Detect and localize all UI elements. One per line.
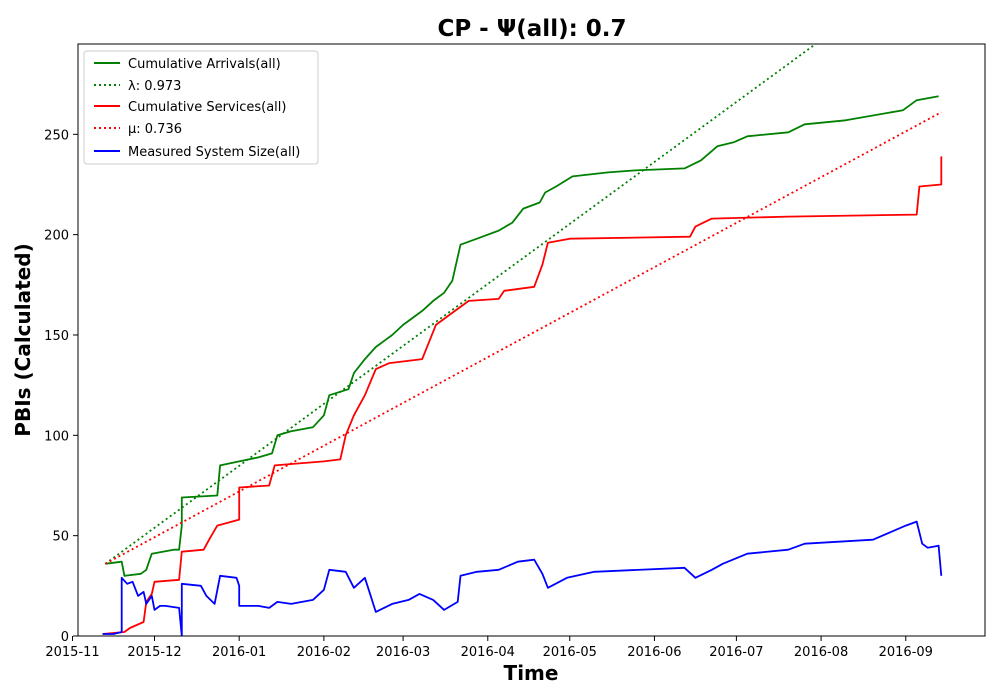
plot-series-group [102,44,943,636]
y-tick-label: 150 [44,329,69,344]
x-axis-label: Time [504,661,559,685]
legend-label-system-size: Measured System Size(all) [128,145,300,160]
x-tick-label: 2016-08 [794,645,848,660]
x-tick-label: 2016-04 [461,645,515,660]
x-tick-label: 2016-03 [376,645,430,660]
y-axis-label: PBIs (Calculated) [11,243,35,436]
y-tick-label: 100 [44,429,69,444]
x-tick-label: 2016-05 [543,645,597,660]
series-line-measured-system-size-all [102,520,943,636]
legend: Cumulative Arrivals(all) λ: 0.973 Cumula… [83,50,319,165]
legend-label-lambda: λ: 0.973 [128,79,181,94]
y-tick-label: 250 [44,128,69,143]
x-tick-label: 2016-09 [879,645,933,660]
y-tick-label: 50 [52,530,69,545]
x-axis: 2015-11 2015-12 2016-01 2016-02 2016-03 2016-… [45,636,933,660]
y-axis: 0 50 100 150 200 250 [44,128,78,645]
x-tick-label: 2016-07 [709,645,763,660]
series-line-cumulative-arrivals-all [105,95,939,577]
legend-label-cumulative-arrivals: Cumulative Arrivals(all) [128,57,281,72]
legend-label-cumulative-services: Cumulative Services(all) [128,100,286,115]
y-tick-label: 200 [44,229,69,244]
x-tick-label: 2016-01 [212,645,266,660]
y-tick-label: 0 [61,630,69,645]
series-line-0-736 [104,111,942,565]
legend-box [83,50,319,165]
series-line-cumulative-services-all [102,156,943,635]
x-tick-label: 2016-02 [297,645,351,660]
chart-title: CP - Ψ(all): 0.7 [437,16,626,42]
x-tick-label: 2015-12 [127,645,181,660]
x-tick-label: 2016-06 [627,645,681,660]
x-tick-label: 2015-11 [45,645,99,660]
legend-label-mu: μ: 0.736 [128,122,182,137]
plot-frame [77,43,986,637]
